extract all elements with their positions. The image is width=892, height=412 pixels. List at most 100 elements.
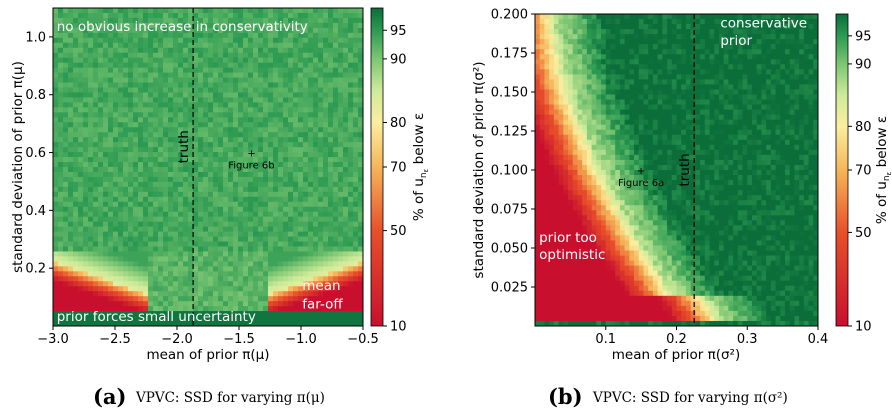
heatmap-cell [263,276,269,282]
heatmap-cell [775,84,781,91]
heatmap-cell [223,316,229,322]
heatmap-cell [313,102,319,108]
heatmap-cell [648,34,654,40]
heatmap-cell [733,59,739,65]
heatmap-cell [228,137,234,143]
heatmap-cell [648,29,654,35]
heatmap-cell [582,84,588,91]
heatmap-cell [208,142,214,148]
heatmap-cell [549,59,555,65]
heatmap-cell [343,196,349,203]
heatmap-cell [63,77,69,84]
heatmap-cell [338,52,344,59]
heatmap-cell [278,107,284,113]
heatmap-cell [223,87,229,94]
heatmap-cell [353,221,359,228]
heatmap-cell [118,271,124,277]
heatmap-cell [348,236,354,243]
heatmap-cell [88,82,94,89]
heatmap-cell [258,77,264,84]
heatmap-cell [544,94,550,101]
heatmap-cell [695,59,701,65]
heatmap-cell [98,22,104,29]
heatmap-cell [303,206,309,213]
heatmap-cell [258,256,264,263]
heatmap-cell [278,311,284,317]
heatmap-cell [123,231,129,238]
heatmap-cell [233,301,239,307]
heatmap-cell [138,191,144,198]
heatmap-cell [188,32,194,39]
heatmap-cell [643,44,649,50]
heatmap-cell [766,74,772,81]
heatmap-cell [178,22,184,29]
heatmap-cell [343,286,349,292]
heatmap-cell [183,181,189,188]
heatmap-cell [118,82,124,89]
heatmap-cell [98,67,104,74]
heatmap-cell [298,196,304,203]
heatmap-cell [737,44,744,50]
heatmap-cell [83,271,89,277]
heatmap-cell [323,47,329,54]
heatmap-cell [243,276,249,282]
heatmap-cell [93,47,99,54]
heatmap-cell [288,137,294,143]
heatmap-cell [198,241,204,248]
heatmap-cell [213,251,219,258]
heatmap-cell [308,52,314,59]
heatmap-cell [58,246,64,253]
heatmap-cell [643,14,649,20]
heatmap-cell [203,67,209,74]
heatmap-cell [153,42,159,49]
heatmap-cell [761,89,767,96]
heatmap-cell [263,211,269,218]
heatmap-cell [591,44,597,50]
heatmap-cell [128,102,134,108]
heatmap-cell [258,122,264,128]
heatmap-cell [268,181,274,188]
heatmap-cell [163,191,169,198]
heatmap-cell [348,271,354,277]
heatmap-cell [158,67,164,74]
heatmap-cell [704,14,711,20]
heatmap-cell [148,286,154,292]
heatmap-cell [113,196,119,203]
heatmap-cell [619,24,626,30]
heatmap-cell [298,256,304,263]
heatmap-cell [63,196,69,203]
heatmap-cell [657,89,663,96]
heatmap-cell [203,157,209,163]
heatmap-cell [103,186,109,193]
heatmap-cell [153,311,159,317]
heatmap-cell [153,127,159,133]
heatmap-cell [53,117,59,123]
heatmap-cell [148,37,154,44]
heatmap-cell [723,69,729,75]
heatmap-cell [183,231,189,238]
heatmap-cell [243,132,249,138]
heatmap-cell [808,14,814,20]
heatmap-cell [103,42,109,49]
heatmap-cell [113,62,119,69]
heatmap-cell [163,127,169,133]
heatmap-cell [58,266,64,272]
heatmap-cell [328,226,334,233]
heatmap-cell [93,132,99,138]
heatmap-cell [138,221,144,228]
heatmap-cell [63,112,69,118]
heatmap-cell [303,132,309,138]
heatmap-cell [652,64,659,70]
heatmap-cell [273,186,279,193]
heatmap-cell [333,246,339,253]
heatmap-cell [168,316,174,322]
heatmap-cell [53,152,59,158]
heatmap-cell [78,152,84,158]
heatmap-cell [258,206,264,213]
heatmap-cell [183,17,189,24]
heatmap-cell [88,291,94,297]
heatmap-cell [253,162,259,168]
heatmap-cell [338,276,344,282]
heatmap-cell [193,261,199,267]
heatmap-cell [685,49,692,55]
